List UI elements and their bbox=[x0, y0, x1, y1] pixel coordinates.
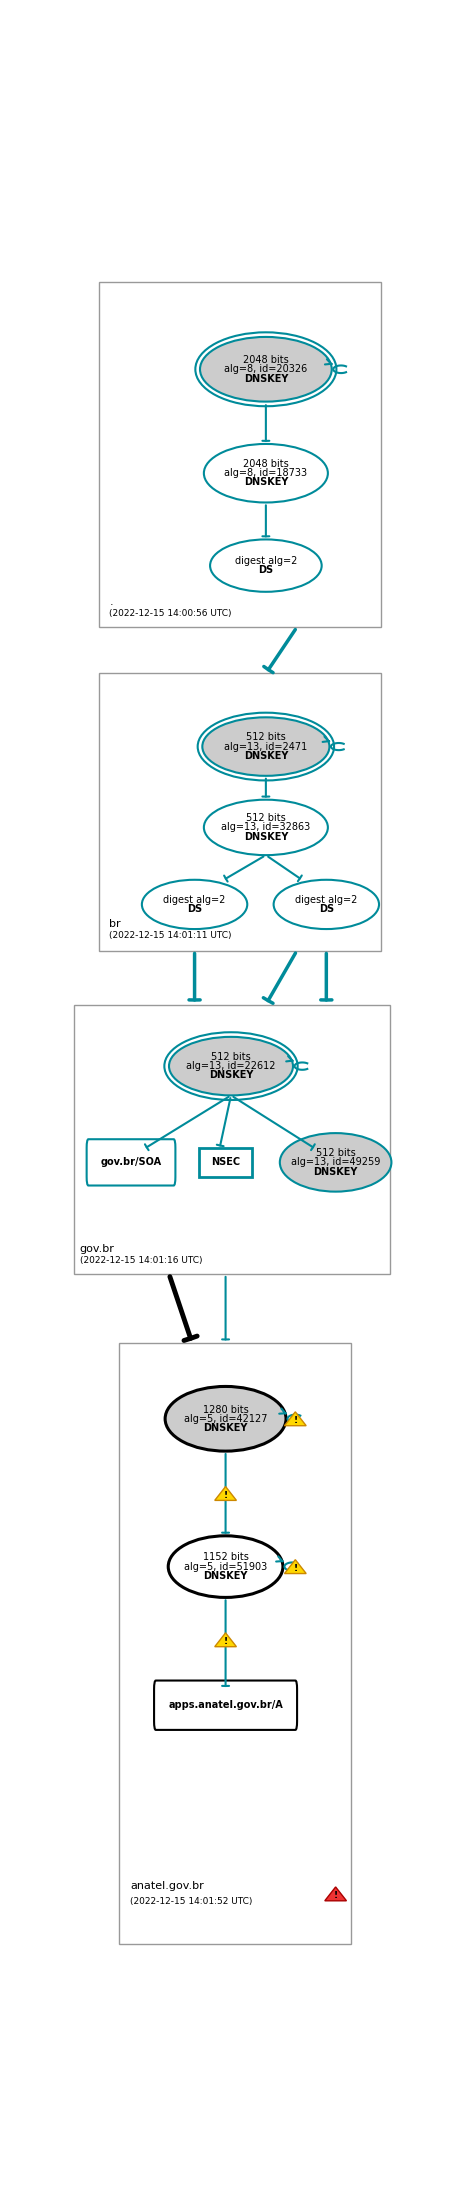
Text: DS: DS bbox=[258, 566, 274, 575]
Polygon shape bbox=[284, 1413, 306, 1426]
Text: 512 bits: 512 bits bbox=[246, 814, 286, 822]
Text: DNSKEY: DNSKEY bbox=[244, 374, 288, 383]
Text: 1280 bits: 1280 bits bbox=[202, 1404, 248, 1415]
Bar bbox=[99, 283, 381, 628]
Text: alg=8, id=20326: alg=8, id=20326 bbox=[224, 365, 308, 374]
Bar bbox=[74, 1004, 390, 1274]
Text: alg=13, id=32863: alg=13, id=32863 bbox=[221, 822, 310, 831]
Text: 512 bits: 512 bits bbox=[316, 1148, 356, 1159]
Text: DNSKEY: DNSKEY bbox=[203, 1424, 248, 1433]
Text: digest alg=2: digest alg=2 bbox=[295, 895, 357, 904]
FancyBboxPatch shape bbox=[199, 1148, 252, 1176]
Ellipse shape bbox=[202, 716, 329, 776]
Text: !: ! bbox=[333, 1890, 337, 1899]
Text: digest alg=2: digest alg=2 bbox=[235, 555, 297, 566]
Text: alg=13, id=49259: alg=13, id=49259 bbox=[291, 1156, 381, 1167]
Text: anatel.gov.br: anatel.gov.br bbox=[130, 1882, 204, 1890]
Bar bbox=[119, 1344, 351, 1943]
Text: gov.br: gov.br bbox=[80, 1245, 115, 1254]
Polygon shape bbox=[215, 1486, 236, 1501]
Text: !: ! bbox=[293, 1415, 297, 1424]
Text: 1152 bits: 1152 bits bbox=[202, 1552, 249, 1563]
Text: 2048 bits: 2048 bits bbox=[243, 460, 289, 469]
Text: !: ! bbox=[223, 1636, 228, 1645]
Text: gov.br/SOA: gov.br/SOA bbox=[101, 1156, 162, 1167]
Text: (2022-12-15 14:01:16 UTC): (2022-12-15 14:01:16 UTC) bbox=[80, 1256, 202, 1265]
Text: 2048 bits: 2048 bits bbox=[243, 356, 289, 365]
FancyBboxPatch shape bbox=[87, 1139, 175, 1185]
Ellipse shape bbox=[210, 539, 322, 593]
FancyBboxPatch shape bbox=[154, 1680, 297, 1729]
Text: (2022-12-15 14:01:52 UTC): (2022-12-15 14:01:52 UTC) bbox=[130, 1897, 253, 1906]
Ellipse shape bbox=[204, 800, 328, 856]
Text: br: br bbox=[109, 918, 121, 929]
Text: NSEC: NSEC bbox=[211, 1156, 240, 1167]
Bar bbox=[99, 674, 381, 951]
Text: alg=5, id=51903: alg=5, id=51903 bbox=[184, 1561, 267, 1572]
Ellipse shape bbox=[280, 1132, 391, 1192]
Polygon shape bbox=[215, 1634, 236, 1647]
Text: 512 bits: 512 bits bbox=[246, 732, 286, 743]
Text: DNSKEY: DNSKEY bbox=[244, 478, 288, 486]
Text: alg=8, id=18733: alg=8, id=18733 bbox=[224, 469, 308, 478]
Text: apps.anatel.gov.br/A: apps.anatel.gov.br/A bbox=[168, 1700, 283, 1711]
Text: DNSKEY: DNSKEY bbox=[209, 1070, 253, 1081]
Text: DS: DS bbox=[319, 904, 334, 913]
Text: digest alg=2: digest alg=2 bbox=[164, 895, 226, 904]
Ellipse shape bbox=[142, 880, 247, 929]
Ellipse shape bbox=[169, 1037, 293, 1094]
Text: .: . bbox=[109, 597, 113, 606]
Text: (2022-12-15 14:01:11 UTC): (2022-12-15 14:01:11 UTC) bbox=[109, 931, 232, 940]
Text: DNSKEY: DNSKEY bbox=[244, 831, 288, 842]
Text: alg=13, id=2471: alg=13, id=2471 bbox=[224, 741, 308, 752]
Polygon shape bbox=[325, 1886, 347, 1901]
Text: alg=13, id=22612: alg=13, id=22612 bbox=[186, 1061, 276, 1070]
Text: DNSKEY: DNSKEY bbox=[203, 1570, 248, 1581]
Text: DNSKEY: DNSKEY bbox=[313, 1167, 358, 1176]
Ellipse shape bbox=[200, 336, 332, 402]
Polygon shape bbox=[284, 1559, 306, 1574]
Text: DS: DS bbox=[187, 904, 202, 913]
Text: alg=5, id=42127: alg=5, id=42127 bbox=[184, 1413, 267, 1424]
Text: !: ! bbox=[293, 1563, 297, 1572]
Ellipse shape bbox=[168, 1537, 283, 1596]
Text: !: ! bbox=[223, 1490, 228, 1499]
Text: DNSKEY: DNSKEY bbox=[244, 752, 288, 761]
Ellipse shape bbox=[204, 444, 328, 502]
Ellipse shape bbox=[274, 880, 379, 929]
Text: (2022-12-15 14:00:56 UTC): (2022-12-15 14:00:56 UTC) bbox=[109, 608, 232, 617]
Text: 512 bits: 512 bits bbox=[211, 1052, 251, 1061]
Ellipse shape bbox=[165, 1386, 286, 1450]
